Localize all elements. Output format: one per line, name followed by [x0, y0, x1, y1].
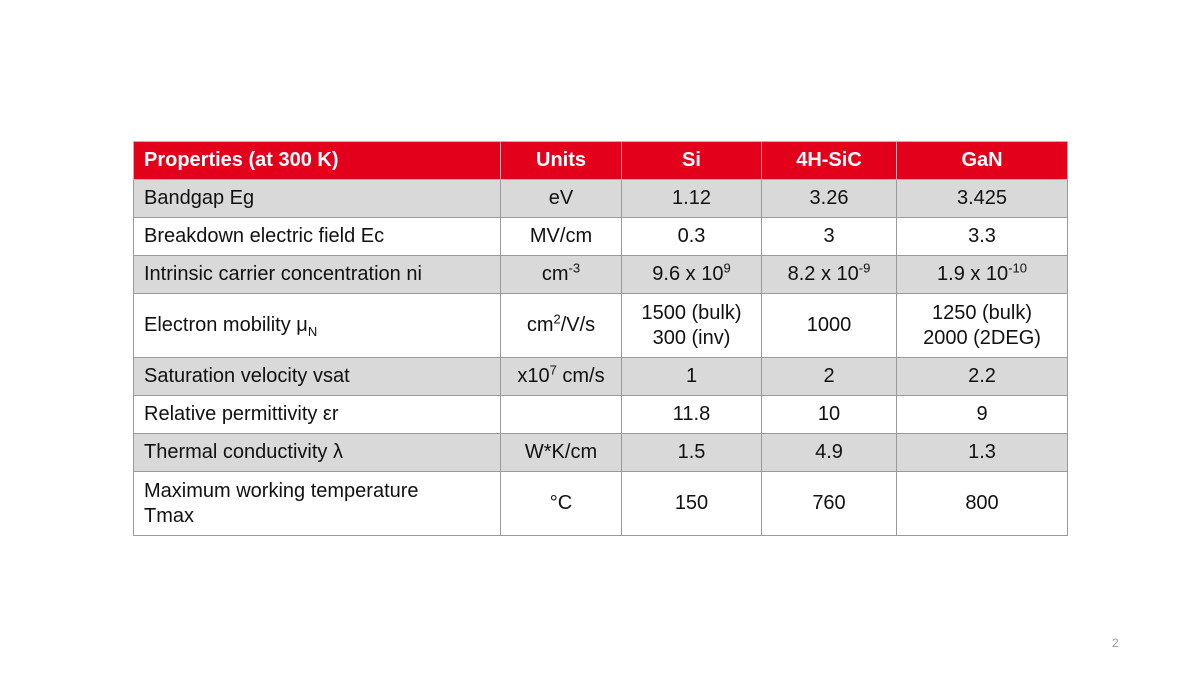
- value-cell: 1250 (bulk) 2000 (2DEG): [896, 293, 1068, 358]
- value-cell: 800: [896, 471, 1068, 536]
- text-run: cm: [541, 263, 569, 285]
- value-cell: [500, 395, 622, 434]
- header-cell: Si: [621, 141, 762, 180]
- text-line: Tmax: [144, 504, 194, 527]
- page-number: 2: [1112, 636, 1119, 650]
- property-cell: Thermal conductivity λ: [133, 433, 501, 472]
- superscript: -9: [858, 260, 871, 276]
- text-run: /V/s: [560, 314, 596, 336]
- value-cell: 0.3: [621, 217, 762, 256]
- text-run: cm/s: [556, 365, 605, 387]
- superscript: 2: [553, 311, 561, 327]
- table-row: Bandgap Eg eV 1.12 3.26 3.425: [133, 179, 1068, 218]
- text-run: x10: [517, 365, 550, 387]
- value-cell: 1.5: [621, 433, 762, 472]
- value-cell: 1: [621, 357, 762, 396]
- value-cell: 3.425: [896, 179, 1068, 218]
- superscript: 7: [549, 362, 557, 378]
- value-cell: 3.26: [761, 179, 897, 218]
- subscript: N: [307, 324, 318, 339]
- property-cell: Relative permittivity εr: [133, 395, 501, 434]
- value-cell: 11.8: [621, 395, 762, 434]
- text-line: 1250 (bulk): [931, 301, 1033, 324]
- property-cell: Intrinsic carrier concentration ni: [133, 255, 501, 294]
- table-row: Relative permittivity εr 11.8 10 9: [133, 395, 1068, 434]
- header-cell: Properties (at 300 K): [133, 141, 501, 180]
- value-cell: x107 cm/s: [500, 357, 622, 396]
- text-line: Maximum working temperature: [144, 479, 419, 502]
- property-cell: Maximum working temperature Tmax: [133, 471, 501, 536]
- value-cell: 10: [761, 395, 897, 434]
- value-cell: 1.9 x 10-10: [896, 255, 1068, 294]
- value-cell: 1500 (bulk) 300 (inv): [621, 293, 762, 358]
- table-row: Maximum working temperature Tmax °C 150 760 8…: [133, 471, 1068, 536]
- value-cell: 150: [621, 471, 762, 536]
- value-cell: 4.9: [761, 433, 897, 472]
- value-cell: 1.12: [621, 179, 762, 218]
- value-cell: 9.6 x 109: [621, 255, 762, 294]
- property-cell: Electron mobility μN: [133, 293, 501, 358]
- text-run: 8.2 x 10: [787, 263, 859, 285]
- text-line: 2000 (2DEG): [923, 326, 1041, 349]
- header-cell: Units: [500, 141, 622, 180]
- table-row: Intrinsic carrier concentration ni cm-3 9.…: [133, 255, 1068, 294]
- text-run: Electron mobility μ: [144, 314, 308, 336]
- value-cell: 3.3: [896, 217, 1068, 256]
- value-cell: 1.3: [896, 433, 1068, 472]
- superscript: -10: [1008, 260, 1027, 276]
- header-row: Properties (at 300 K) Units Si 4H-SiC GaN: [133, 141, 1068, 180]
- value-cell: 760: [761, 471, 897, 536]
- table-row: Saturation velocity vsat x107 cm/s 1 2 2.2: [133, 357, 1068, 396]
- text-line: 300 (inv): [652, 326, 731, 349]
- value-cell: 3: [761, 217, 897, 256]
- properties-table: Properties (at 300 K) Units Si 4H-SiC GaN Ba…: [133, 141, 1068, 536]
- property-cell: Breakdown electric field Ec: [133, 217, 501, 256]
- value-cell: 8.2 x 10-9: [761, 255, 897, 294]
- value-cell: 1000: [761, 293, 897, 358]
- text-line: 1500 (bulk): [641, 301, 742, 324]
- superscript: -3: [568, 260, 581, 276]
- text-run: 1.9 x 10: [937, 263, 1009, 285]
- property-cell: Bandgap Eg: [133, 179, 501, 218]
- table-row: Electron mobility μN cm2/V/s 1500 (bulk) 30…: [133, 293, 1068, 358]
- value-cell: MV/cm: [500, 217, 622, 256]
- superscript: 9: [723, 260, 731, 276]
- text-run: cm: [526, 314, 554, 336]
- value-cell: °C: [500, 471, 622, 536]
- text-run: 9.6 x 10: [652, 263, 724, 285]
- value-cell: 2: [761, 357, 897, 396]
- value-cell: eV: [500, 179, 622, 218]
- value-cell: 2.2: [896, 357, 1068, 396]
- value-cell: W*K/cm: [500, 433, 622, 472]
- table-row: Thermal conductivity λ W*K/cm 1.5 4.9 1.3: [133, 433, 1068, 472]
- header-cell: 4H-SiC: [761, 141, 897, 180]
- table-row: Breakdown electric field Ec MV/cm 0.3 3 3.3: [133, 217, 1068, 256]
- value-cell: 9: [896, 395, 1068, 434]
- header-cell: GaN: [896, 141, 1068, 180]
- property-cell: Saturation velocity vsat: [133, 357, 501, 396]
- value-cell: cm2/V/s: [500, 293, 622, 358]
- value-cell: cm-3: [500, 255, 622, 294]
